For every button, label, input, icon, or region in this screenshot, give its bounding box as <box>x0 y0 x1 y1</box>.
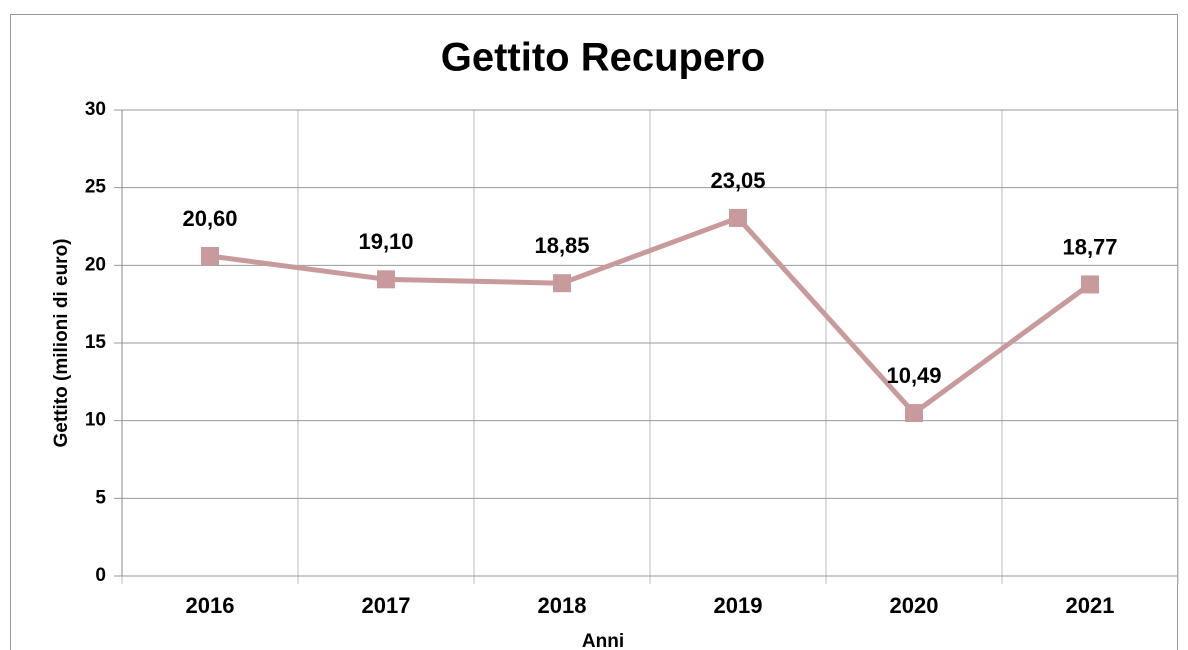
x-tick-label: 2020 <box>890 593 939 618</box>
x-tick-label: 2017 <box>362 593 411 618</box>
data-label: 10,49 <box>886 363 941 388</box>
data-label: 23,05 <box>710 168 765 193</box>
series-line <box>209 215 1092 416</box>
point-marker <box>905 404 923 423</box>
y-tick-label: 30 <box>85 99 106 120</box>
point-marker <box>729 208 747 227</box>
x-tick-label: 2018 <box>538 593 587 618</box>
data-label: 18,77 <box>1062 234 1117 259</box>
chart-title: Gettito Recupero <box>441 36 765 80</box>
x-tick-label: 2021 <box>1066 593 1115 618</box>
data-label: 19,10 <box>358 229 413 254</box>
y-tick-label: 10 <box>85 410 106 431</box>
data-label: 18,85 <box>534 233 589 258</box>
x-tick-label: 2019 <box>714 593 763 618</box>
y-tick-label: 5 <box>95 487 106 508</box>
x-tick-label: 2016 <box>186 593 235 618</box>
point-marker <box>201 247 219 266</box>
y-axis-label: Gettito (milioni di euro) <box>51 239 72 448</box>
point-marker <box>553 274 571 293</box>
data-label: 20,60 <box>182 206 237 231</box>
y-tick-label: 25 <box>85 177 107 198</box>
y-tick-label: 15 <box>85 332 107 353</box>
x-axis-label: Anni <box>582 631 624 650</box>
y-tick-label: 0 <box>95 565 106 586</box>
point-marker <box>377 270 395 289</box>
chart-border <box>10 14 1178 650</box>
y-tick-label: 20 <box>85 254 106 275</box>
point-marker <box>1081 275 1099 294</box>
